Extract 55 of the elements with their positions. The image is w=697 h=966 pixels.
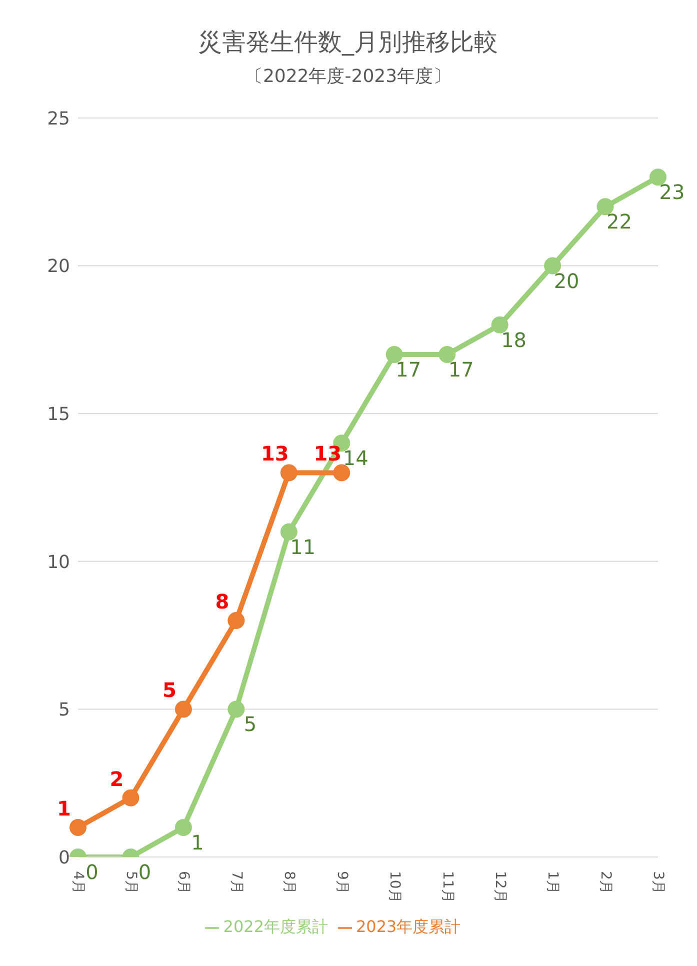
data-label: 2 xyxy=(110,766,124,791)
point xyxy=(438,346,456,363)
data-label: 0 xyxy=(86,860,98,884)
data-label: 5 xyxy=(162,678,176,702)
legend-label: 2023年度累計 xyxy=(356,917,461,936)
data-label: 20 xyxy=(554,268,580,293)
y-tick-label: 20 xyxy=(47,256,70,278)
x-tick-label: 11月 xyxy=(439,871,456,903)
data-label: 17 xyxy=(396,357,422,382)
x-tick-label: 2月 xyxy=(597,871,614,894)
data-label: 1 xyxy=(191,830,204,854)
point xyxy=(596,198,614,216)
x-tick-label: 4月 xyxy=(70,871,86,894)
data-label: 1 xyxy=(57,796,71,820)
point xyxy=(333,464,350,482)
data-label: 11 xyxy=(290,534,316,559)
data-label: 8 xyxy=(215,590,230,614)
y-tick-label: 15 xyxy=(47,404,70,425)
x-tick-label: 9月 xyxy=(334,871,350,894)
point xyxy=(174,818,192,836)
y-tick-label: 5 xyxy=(58,700,70,721)
x-tick-label: 1月 xyxy=(544,871,561,894)
x-tick-label: 5月 xyxy=(122,871,139,894)
chart-subtitle: 〔2022年度-2023年度〕 xyxy=(244,65,452,88)
legend-label: 2022年度累計 xyxy=(223,917,328,936)
point xyxy=(174,700,192,718)
point xyxy=(386,346,403,363)
point xyxy=(122,789,140,806)
data-label: 13 xyxy=(260,442,289,466)
y-tick-label: 25 xyxy=(47,108,70,130)
point xyxy=(280,464,298,482)
data-label: 0 xyxy=(138,860,152,884)
point xyxy=(228,612,245,630)
x-tick-label: 3月 xyxy=(650,871,666,894)
chart-title: 災害発生件数_月別推移比較 xyxy=(197,27,499,58)
y-tick-label: 10 xyxy=(47,552,70,573)
point xyxy=(70,818,86,836)
x-tick-label: 6月 xyxy=(176,871,192,894)
x-tick-label: 10月 xyxy=(386,871,403,903)
point xyxy=(228,700,245,718)
x-tick-label: 7月 xyxy=(228,871,244,894)
x-tick-label: 12月 xyxy=(492,871,508,903)
data-label: 5 xyxy=(244,712,257,736)
y-tick-label: 0 xyxy=(58,847,70,868)
data-label: 17 xyxy=(448,357,474,382)
point xyxy=(650,168,666,186)
point xyxy=(491,316,508,334)
data-label: 14 xyxy=(342,446,368,470)
data-label: 18 xyxy=(501,328,527,352)
point xyxy=(280,523,298,540)
point xyxy=(544,257,562,274)
x-tick-label: 8月 xyxy=(281,871,298,894)
data-label: 23 xyxy=(659,180,685,204)
data-label: 22 xyxy=(606,210,632,234)
data-label: 13 xyxy=(314,442,342,466)
